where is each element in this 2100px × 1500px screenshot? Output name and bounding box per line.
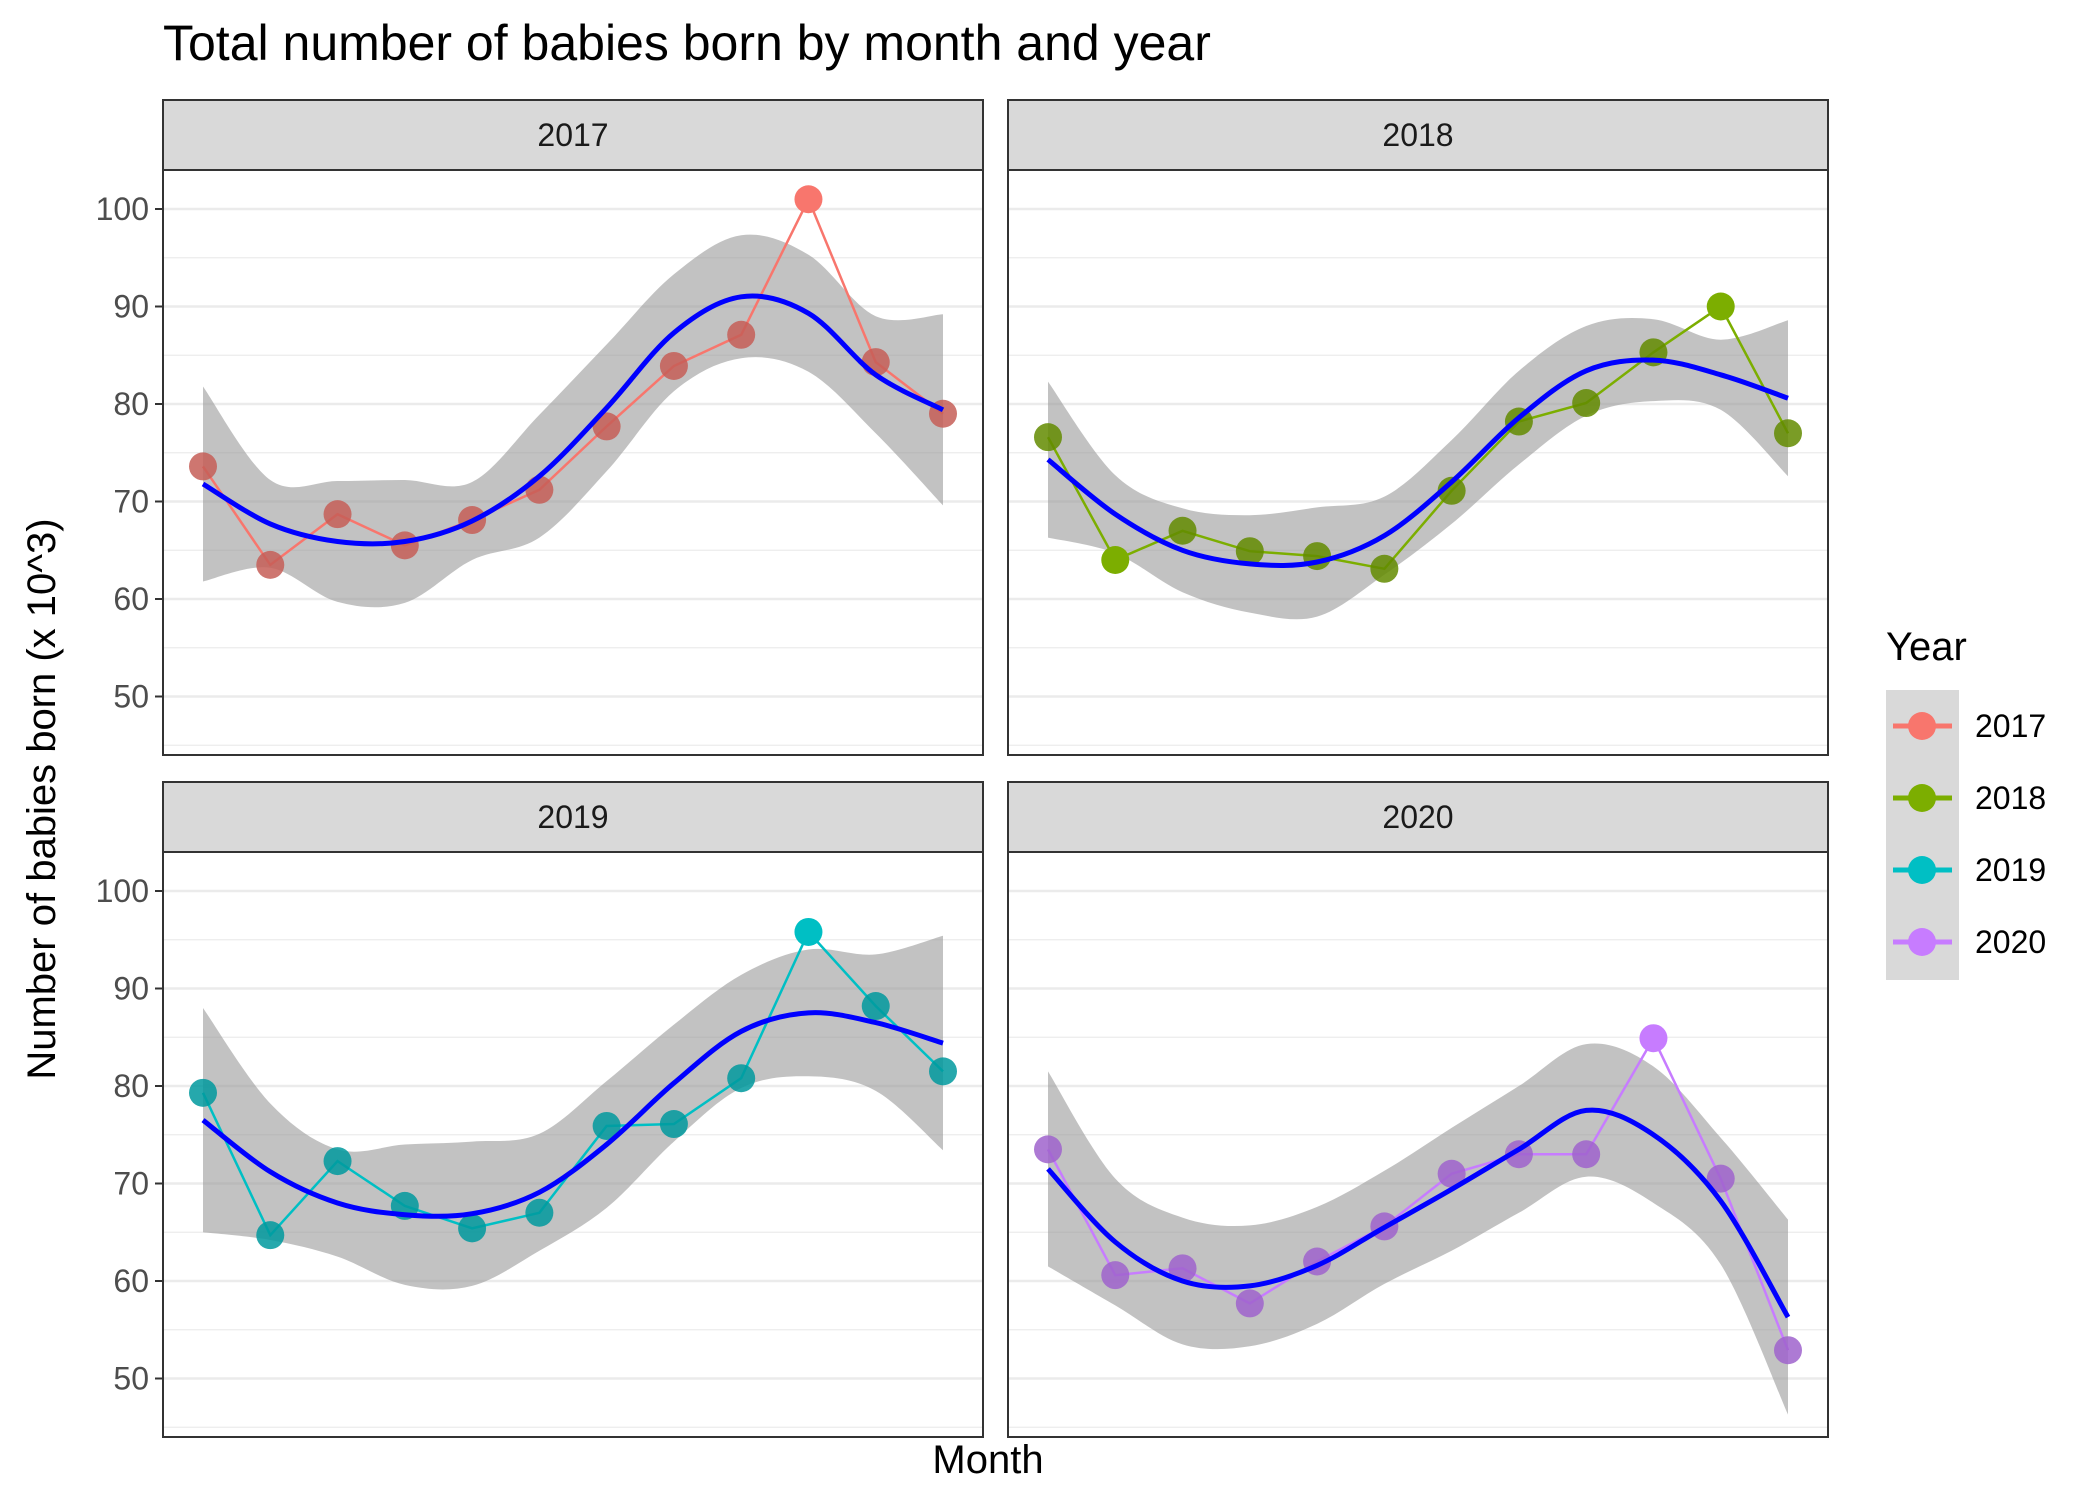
- panel-2019: 2019 50 60 70 80 90 100: [96, 781, 984, 1438]
- legend-label-2017: 2017: [1975, 708, 2046, 744]
- data-point-2017: [727, 320, 756, 349]
- smooth-trend-line: [201, 293, 945, 547]
- legend-key-point-2020: [1908, 928, 1936, 956]
- chart-title: Total number of babies born by month and…: [163, 15, 1211, 71]
- legend-key-point-2019: [1908, 856, 1936, 884]
- y-tick-label: 50: [113, 1361, 149, 1397]
- data-point-2017: [659, 351, 688, 380]
- data-point-2020: [1235, 1289, 1264, 1318]
- y-tick-label: 60: [113, 581, 149, 617]
- legend: Year 2017 2018 2019 2020: [1886, 625, 2046, 980]
- data-point-2018: [1034, 423, 1062, 452]
- confidence-band: [203, 234, 943, 608]
- confidence-band: [1048, 1043, 1788, 1415]
- y-tick-label: 100: [96, 191, 149, 227]
- panel-2017: 2017 50 60 70 80 90 100: [96, 99, 984, 756]
- data-point-2018: [1168, 516, 1197, 545]
- facet-strip-label: 2018: [1382, 117, 1453, 153]
- panel-border: [162, 169, 984, 756]
- legend-label-2019: 2019: [1975, 852, 2046, 888]
- data-point-2019: [861, 992, 890, 1021]
- data-point-2020: [1774, 1336, 1802, 1365]
- data-point-2020: [1437, 1159, 1466, 1188]
- panel-2020: 2020: [1007, 781, 1829, 1438]
- facet-strip-label: 2017: [537, 117, 608, 153]
- smooth-trend-line: [1046, 357, 1789, 568]
- data-point-2018: [1437, 476, 1466, 505]
- smooth-trend-line: [1046, 1107, 1791, 1319]
- y-axis-title: Number of babies born (x 10^3): [20, 518, 64, 1079]
- data-point-2017: [794, 185, 823, 214]
- panel-border: [162, 851, 984, 1438]
- legend-title: Year: [1886, 625, 1967, 669]
- facet-panels: 2017506070809010020182019506070809010020…: [96, 99, 1829, 1438]
- data-point-2017: [256, 550, 285, 579]
- legend-key-point-2018: [1908, 784, 1936, 812]
- plot-background: [1008, 170, 1828, 755]
- data-point-2017: [525, 475, 554, 504]
- data-point-2020: [1639, 1024, 1668, 1053]
- facet-strip-label: 2020: [1382, 799, 1453, 835]
- legend-key-point-2017: [1908, 712, 1936, 740]
- data-point-2019: [323, 1147, 352, 1176]
- facet-strip-2019: [162, 781, 984, 853]
- data-point-2020: [1572, 1140, 1601, 1169]
- data-point-2019: [929, 1057, 957, 1086]
- confidence-band: [1048, 318, 1788, 620]
- data-point-2020: [1706, 1164, 1735, 1193]
- data-point-2017: [592, 412, 621, 441]
- y-tick-label: 70: [113, 484, 149, 520]
- data-point-2019: [525, 1198, 554, 1227]
- legend-label-2018: 2018: [1975, 780, 2046, 816]
- panel-2018: 2018: [1007, 99, 1829, 756]
- y-tick-label: 80: [113, 1068, 149, 1104]
- data-point-2018: [1572, 389, 1601, 418]
- data-point-2019: [659, 1110, 688, 1139]
- facet-strip-label: 2019: [537, 799, 608, 835]
- x-axis-title: Month: [932, 1438, 1043, 1482]
- y-tick-label: 90: [113, 971, 149, 1007]
- data-point-2019: [794, 917, 823, 946]
- data-point-2019: [189, 1078, 217, 1107]
- y-tick-label: 100: [96, 873, 149, 909]
- panel-border: [1007, 851, 1829, 1438]
- y-tick-label: 60: [113, 1263, 149, 1299]
- data-point-2017: [323, 500, 352, 529]
- data-point-2020: [1101, 1261, 1130, 1290]
- data-point-2020: [1034, 1135, 1062, 1164]
- data-point-2019: [727, 1064, 756, 1093]
- data-point-2020: [1168, 1254, 1197, 1283]
- data-point-2019: [256, 1221, 285, 1250]
- facet-strip-2020: [1007, 781, 1829, 853]
- data-point-2019: [458, 1214, 487, 1243]
- y-tick-label: 50: [113, 679, 149, 715]
- data-point-2018: [1706, 292, 1735, 321]
- data-point-2018: [1774, 419, 1802, 448]
- y-tick-label: 90: [113, 289, 149, 325]
- facet-strip-2017: [162, 99, 984, 171]
- y-tick-label: 70: [113, 1166, 149, 1202]
- data-point-2018: [1101, 546, 1130, 574]
- smooth-trend-line: [201, 1010, 944, 1219]
- data-point-2019: [592, 1111, 621, 1140]
- legend-label-2020: 2020: [1975, 924, 2046, 960]
- data-point-2018: [1235, 537, 1264, 566]
- y-tick-label: 80: [113, 386, 149, 422]
- series-line-2017: [201, 196, 944, 567]
- data-point-2017: [390, 531, 419, 560]
- panel-border: [1007, 169, 1829, 756]
- facet-strip-2018: [1007, 99, 1829, 171]
- data-point-2018: [1370, 554, 1399, 583]
- data-point-2017: [189, 452, 217, 481]
